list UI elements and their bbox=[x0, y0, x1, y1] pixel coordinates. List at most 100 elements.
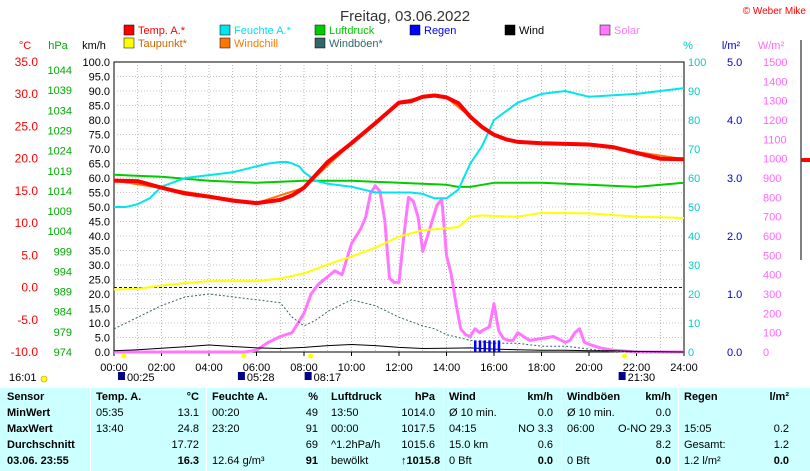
sun-event-icon bbox=[40, 375, 48, 383]
tick-kmh: 50.0 bbox=[89, 202, 110, 214]
tick-wm2: 1300 bbox=[763, 96, 787, 108]
table-cell: 15:05 bbox=[684, 423, 712, 435]
sun-event-label: 16:01 bbox=[9, 372, 37, 384]
table-cell: ^1.2hPa/h bbox=[331, 439, 381, 451]
legend-label: Solar bbox=[614, 25, 640, 37]
x-tick-label: 14:00 bbox=[433, 362, 461, 374]
table-cell: 16.3 bbox=[177, 455, 199, 467]
legend-label: Wind bbox=[519, 25, 544, 37]
table-cell: 1.2 bbox=[773, 439, 789, 451]
tick-temp: 10.0 bbox=[15, 216, 39, 230]
x-tick-label: 00:00 bbox=[100, 362, 128, 374]
tick-hpa: 994 bbox=[54, 266, 72, 278]
x-tick-label: 16:00 bbox=[480, 362, 508, 374]
table-header-cell: Luftdruck bbox=[331, 391, 382, 403]
x-tick-label: 02:00 bbox=[148, 362, 176, 374]
x-tick-label: 22:00 bbox=[623, 362, 651, 374]
tick-lm2: 3.0 bbox=[727, 173, 742, 185]
x-tick-label: 18:00 bbox=[528, 362, 556, 374]
table-divider bbox=[206, 388, 207, 471]
tick-wm2: 1100 bbox=[763, 134, 787, 146]
x-tick-label: 10:00 bbox=[338, 362, 366, 374]
statistics-table: Sensor Temp. A. °C Feuchte A.% Luftdruck hPa W… bbox=[0, 388, 810, 471]
table-cell: 0.0 bbox=[537, 455, 553, 467]
tick-lm2: 5.0 bbox=[727, 57, 742, 69]
tick-kmh: 85.0 bbox=[89, 101, 110, 113]
moon-event-icon bbox=[304, 372, 312, 380]
table-header-cell: Feuchte A. bbox=[212, 391, 268, 403]
table-cell: 0.6 bbox=[537, 439, 553, 451]
tick-kmh: 65.0 bbox=[89, 159, 110, 171]
legend-swatch bbox=[314, 37, 326, 49]
axis-unit-hpa: hPa bbox=[48, 40, 68, 52]
table-divider bbox=[443, 388, 444, 471]
legend-swatch bbox=[219, 24, 231, 36]
tick-wm2: 1200 bbox=[763, 115, 787, 127]
table-cell: 0 Bft bbox=[567, 455, 590, 467]
tick-kmh: 60.0 bbox=[89, 173, 110, 185]
sun-event-marker bbox=[241, 353, 247, 359]
rain-bar bbox=[493, 340, 496, 352]
tick-pct: 10 bbox=[688, 318, 700, 330]
table-divider bbox=[678, 388, 679, 471]
x-tick-label: 04:00 bbox=[195, 362, 223, 374]
chart-title: Freitag, 03.06.2022 bbox=[340, 8, 470, 25]
legend-label: Feuchte A.* bbox=[234, 25, 292, 37]
axis-unit-pct: % bbox=[683, 40, 693, 52]
tick-kmh: 20.0 bbox=[89, 289, 110, 301]
table-header-cell: Sensor bbox=[7, 391, 45, 403]
tick-pct: 90 bbox=[688, 86, 700, 98]
axis-unit-lm2: l/m² bbox=[722, 40, 741, 52]
table-cell: 49 bbox=[305, 407, 318, 419]
tick-hpa: 984 bbox=[54, 307, 72, 319]
table-cell: 04:15 bbox=[449, 423, 477, 435]
tick-temp: 15.0 bbox=[15, 184, 39, 198]
tick-pct: 20 bbox=[688, 289, 700, 301]
tick-lm2: 1.0 bbox=[727, 289, 742, 301]
tick-temp: 25.0 bbox=[15, 119, 39, 133]
tick-wm2: 900 bbox=[763, 173, 781, 185]
tick-kmh: 95.0 bbox=[89, 72, 110, 84]
tick-temp: -10.0 bbox=[11, 345, 39, 359]
table-cell: 1.2 l/m² bbox=[684, 455, 721, 467]
series-line-luftdruck bbox=[113, 173, 685, 188]
table-cell: Gesamt: bbox=[684, 439, 726, 451]
table-cell: Ø 10 min. bbox=[567, 407, 615, 419]
table-cell: 0 Bft bbox=[449, 455, 472, 467]
sun-event-marker bbox=[308, 353, 314, 359]
tick-wm2: 300 bbox=[763, 289, 781, 301]
sun-event-marker bbox=[121, 353, 127, 359]
legend-swatch bbox=[219, 37, 231, 49]
credit-label: © Weber Mike bbox=[743, 6, 807, 17]
x-tick-label: 12:00 bbox=[385, 362, 413, 374]
table-cell: MaxWert bbox=[7, 423, 53, 435]
tick-wm2: 1500 bbox=[763, 57, 787, 69]
sun-event-label: 05:28 bbox=[247, 372, 275, 384]
table-cell: Ø 10 min. bbox=[449, 407, 497, 419]
series-line-solar bbox=[114, 184, 684, 354]
tick-hpa: 974 bbox=[54, 347, 72, 359]
tick-wm2: 200 bbox=[763, 308, 781, 320]
table-cell: 1015.6 bbox=[401, 439, 435, 451]
legend-swatch bbox=[409, 24, 421, 36]
table-divider bbox=[325, 388, 326, 471]
tick-kmh: 75.0 bbox=[89, 130, 110, 142]
rain-bar bbox=[497, 340, 501, 352]
tick-pct: 0 bbox=[688, 347, 694, 359]
tick-kmh: 70.0 bbox=[89, 144, 110, 156]
tick-lm2: 4.0 bbox=[727, 115, 742, 127]
sun-event-label: 21:30 bbox=[628, 372, 656, 384]
tick-temp: 0.0 bbox=[21, 281, 38, 295]
tick-kmh: 35.0 bbox=[89, 246, 110, 258]
table-cell: 13:50 bbox=[331, 407, 359, 419]
table-cell: 0.0 bbox=[655, 407, 671, 419]
table-divider bbox=[561, 388, 562, 471]
tick-pct: 40 bbox=[688, 231, 700, 243]
rain-bar bbox=[483, 340, 486, 352]
tick-kmh: 25.0 bbox=[89, 275, 110, 287]
table-cell: 15.0 km bbox=[449, 439, 489, 451]
table-cell: 0.0 bbox=[773, 455, 789, 467]
table-cell: 0.0 bbox=[537, 407, 553, 419]
table-cell: 23:20 bbox=[212, 423, 240, 435]
tick-kmh: 0.0 bbox=[95, 347, 110, 359]
